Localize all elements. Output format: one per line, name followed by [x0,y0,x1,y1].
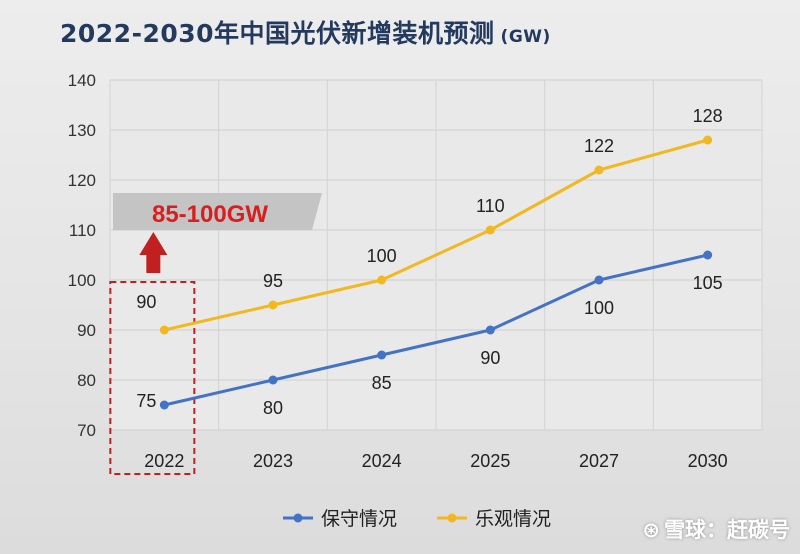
y-tick-label: 70 [77,421,96,440]
data-point [485,225,495,235]
x-tick-label: 2024 [362,451,402,471]
data-point [377,275,387,285]
data-point [159,325,169,335]
data-label: 100 [367,246,397,266]
watermark: ⊛ 雪球：赶碳号 [642,514,790,544]
data-point [703,135,713,145]
callout-banner [113,193,322,230]
legend-swatch-marker [447,513,457,523]
series-line-1 [163,253,709,407]
data-point [159,400,169,410]
chart-title: 2022-2030年中国光伏新增装机预测 (GW) [60,14,551,50]
y-tick-label: 120 [68,171,96,190]
data-label: 75 [136,391,156,411]
data-label: 80 [263,398,283,418]
y-tick-label: 110 [69,221,96,240]
legend-label: 保守情况 [321,508,397,530]
watermark-text: 雪球：赶碳号 [664,518,790,542]
data-label: 128 [693,106,723,126]
up-arrow-icon [139,232,168,273]
data-label: 85 [372,373,392,393]
x-tick-label: 2030 [688,451,728,471]
data-label: 100 [584,298,614,318]
data-label: 95 [263,271,283,291]
data-point [594,275,604,285]
callout-label: 85-100GW [152,201,268,228]
data-point [377,350,387,360]
data-label: 105 [693,273,723,293]
x-tick-label: 2025 [470,451,510,471]
data-label: 110 [476,196,505,216]
y-tick-label: 90 [77,321,96,340]
highlight-box-2022 [109,281,196,475]
data-point [268,300,278,310]
snowball-logo-icon: ⊛ [642,518,660,542]
x-tick-label: 2023 [253,451,293,471]
data-point [594,165,604,175]
title-unit: (GW) [500,27,551,47]
y-tick-label: 130 [68,121,96,140]
legend-label: 乐观情况 [475,508,551,530]
x-tick-label: 2027 [579,451,619,471]
data-label: 90 [480,348,500,368]
data-point [268,375,278,385]
series-line-2 [163,138,709,332]
data-point [485,325,495,335]
x-tick-label: 2022 [144,451,184,471]
data-point [703,250,713,260]
title-text: 2022-2030年中国光伏新增装机预测 [60,19,495,48]
data-label: 90 [136,292,156,312]
y-tick-label: 100 [68,271,96,290]
legend-swatch-marker [293,513,303,523]
y-tick-label: 80 [77,371,96,390]
y-tick-label: 140 [68,71,96,90]
data-label: 122 [584,136,614,156]
